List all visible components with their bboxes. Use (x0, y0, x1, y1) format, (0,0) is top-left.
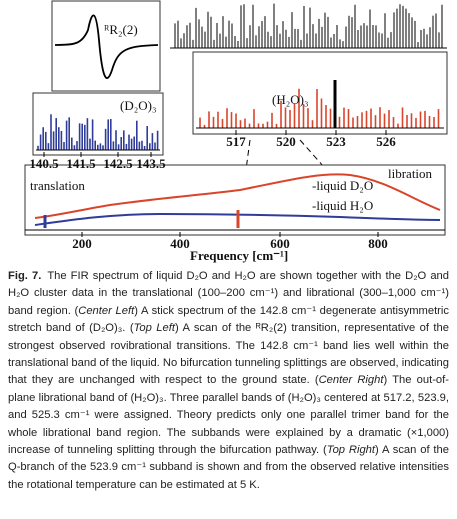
tick-label: 140.5 (29, 156, 59, 171)
tick-label: 517 (226, 134, 246, 149)
tick-label: 526 (376, 134, 396, 149)
caption: Fig. 7. The FIR spectrum of liquid D₂O an… (8, 268, 449, 494)
panel-label: (D₂O)₃ (120, 98, 157, 113)
caption-italic: Top Left (133, 322, 175, 335)
caption-text: ) A scan of the ᴿR₂(2) transition, repre… (8, 322, 449, 387)
tick-label: 141.5 (66, 156, 96, 171)
caption-text: The FIR spectrum of liquid D₂O and H₂O a… (8, 270, 449, 317)
tick-label: 142.5 (103, 156, 133, 171)
top-right-scan (170, 3, 447, 49)
panel-frame (24, 164, 446, 236)
stick-spectrum (37, 114, 159, 150)
caption-italic: Top Right (326, 444, 376, 457)
x-axis-label: Frequency [cm⁻¹] (190, 248, 288, 263)
caption-text: ) A stick spectrum of the 142.8 cm⁻¹ deg… (8, 304, 449, 335)
tick-label: 800 (368, 236, 388, 251)
caption-label: Fig. 7. (8, 270, 42, 282)
panel-label: ᴿR₂(2) (104, 22, 138, 37)
stick-spectrum (199, 80, 440, 128)
tick-label: 523 (326, 134, 346, 149)
liquid-h2o-curve (34, 212, 441, 226)
caption-italic: Center Right (318, 374, 384, 387)
liquid-d2o-curve (34, 173, 441, 219)
band-label: translation (30, 178, 85, 193)
tick-label: 520 (276, 134, 296, 149)
band-label: libration (388, 166, 433, 181)
panel-label: (H₂O)₃ (272, 92, 309, 107)
scan-trace (54, 14, 159, 79)
tick-label: 600 (270, 236, 290, 251)
tick-label: 143.5 (136, 156, 166, 171)
caption-italic: Center Left (78, 304, 135, 317)
figure: ᴿR₂(2) (D₂O)₃ (H₂O)₃ translation librati… (24, 0, 448, 263)
legend-entry: -liquid H₂O (312, 198, 373, 213)
caption-text: ) A scan of the Q-branch of the 523.9 cm… (8, 444, 449, 491)
tick-label: 400 (170, 236, 190, 251)
tick-label: 200 (72, 236, 92, 251)
legend-entry: -liquid D₂O (312, 178, 373, 193)
caption-text: ) The out-of-plane librational band of (… (8, 374, 449, 457)
